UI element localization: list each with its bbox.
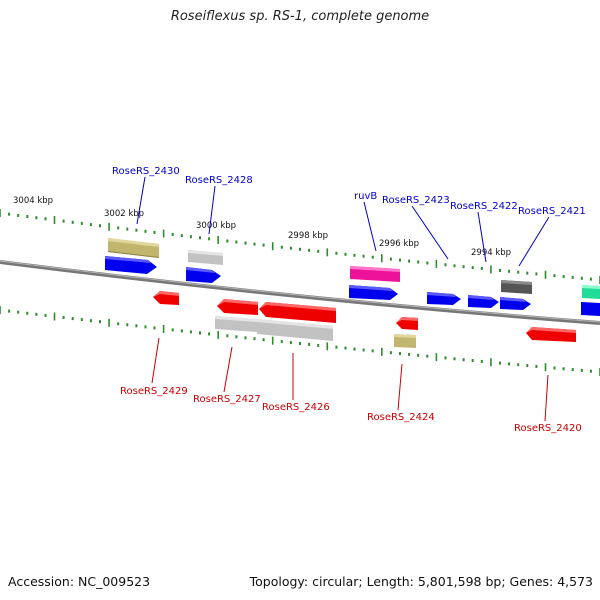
cds-2427[interactable] xyxy=(217,299,258,315)
leader-2423 xyxy=(411,205,449,260)
gene-label-2429[interactable]: RoseRS_2429 xyxy=(120,386,188,397)
accession-label: Accession: NC_009523 xyxy=(8,574,151,589)
cds-2422[interactable] xyxy=(468,295,499,308)
cds-2420[interactable] xyxy=(526,327,576,342)
scale-label-2998: 2998 kbp xyxy=(288,231,328,241)
gene-feature-gray-2428[interactable] xyxy=(188,250,223,265)
scale-label-3000: 3000 kbp xyxy=(196,221,236,231)
leader-2420 xyxy=(544,374,549,422)
leader-2421 xyxy=(518,216,550,267)
cds-right-edge[interactable] xyxy=(581,302,600,316)
cds-2424[interactable] xyxy=(396,317,418,330)
gene-label-2428[interactable]: RoseRS_2428 xyxy=(185,175,253,186)
gene-feature-gray-2426[interactable] xyxy=(257,319,333,341)
gene-label-2420[interactable]: RoseRS_2420 xyxy=(514,423,582,434)
gene-feature-teal[interactable] xyxy=(582,285,600,299)
scale-label-3004: 3004 kbp xyxy=(13,196,53,206)
cds-2421[interactable] xyxy=(500,297,531,310)
gene-feature-magenta-ruvB[interactable] xyxy=(350,266,400,282)
reverse-leader-lines xyxy=(151,337,549,422)
forward-leader-lines xyxy=(136,176,550,267)
leader-2430 xyxy=(136,176,146,225)
gene-label-2426[interactable]: RoseRS_2426 xyxy=(262,402,330,413)
reverse-tick-row xyxy=(0,306,600,376)
scale-label-2996: 2996 kbp xyxy=(379,239,419,249)
gene-label-2422[interactable]: RoseRS_2422 xyxy=(450,201,518,212)
gene-feature-khaki-2424[interactable] xyxy=(394,334,416,348)
leader-2427 xyxy=(223,346,233,393)
scale-label-3002: 3002 kbp xyxy=(104,209,144,219)
gene-label-2421[interactable]: RoseRS_2421 xyxy=(518,206,586,217)
gene-label-2430[interactable]: RoseRS_2430 xyxy=(112,166,180,177)
leader-2428 xyxy=(208,185,216,235)
gene-label-2423[interactable]: RoseRS_2423 xyxy=(382,195,450,206)
gene-feature-khaki-2430[interactable] xyxy=(108,238,159,258)
genome-backbone-highlight xyxy=(0,260,600,323)
leader-2424 xyxy=(397,363,403,411)
genome-stats-label: Topology: circular; Length: 5,801,598 bp… xyxy=(249,574,593,589)
genome-backbone xyxy=(0,260,600,325)
gene-feature-dark-2421[interactable] xyxy=(501,280,532,294)
cds-2426[interactable] xyxy=(259,302,336,323)
scale-label-2994: 2994 kbp xyxy=(471,248,511,258)
gene-label-ruvB[interactable]: ruvB xyxy=(354,191,377,202)
forward-tick-row xyxy=(0,209,600,284)
map-title: Roseiflexus sp. RS-1, complete genome xyxy=(170,9,430,24)
cds-2429[interactable] xyxy=(153,291,179,305)
gene-features xyxy=(105,238,600,348)
cds-2423[interactable] xyxy=(427,292,461,305)
gene-feature-gray-2427[interactable] xyxy=(215,316,257,332)
gene-label-2424[interactable]: RoseRS_2424 xyxy=(367,412,435,423)
gene-label-2427[interactable]: RoseRS_2427 xyxy=(193,394,261,405)
cds-2430[interactable] xyxy=(105,256,157,274)
cds-2428[interactable] xyxy=(186,267,221,283)
leader-2422 xyxy=(477,211,487,263)
cds-ruvB[interactable] xyxy=(349,285,398,300)
leader-ruvB xyxy=(363,201,377,252)
leader-2429 xyxy=(151,337,160,384)
